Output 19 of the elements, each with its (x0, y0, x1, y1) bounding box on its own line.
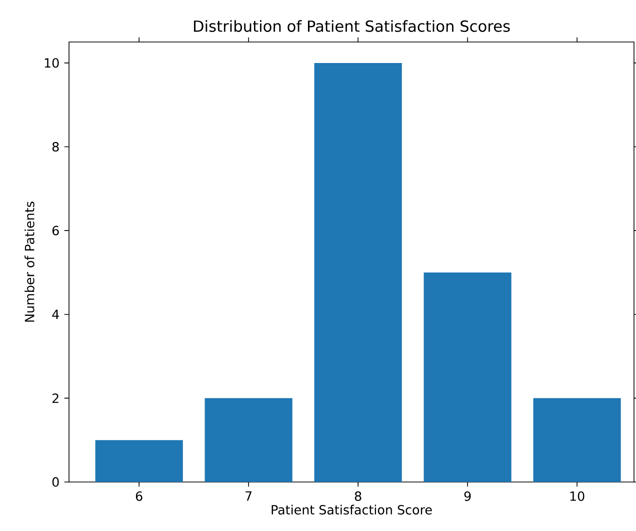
x-tick-label: 9 (464, 491, 471, 501)
bar (314, 62, 402, 482)
chart-title: Distribution of Patient Satisfaction Scores (194, 20, 510, 32)
y-tick-label: 4 (52, 310, 59, 319)
bar (424, 272, 512, 482)
x-tick-label: 6 (136, 491, 142, 501)
y-axis-title: Number of Patients (24, 202, 34, 322)
bar (204, 398, 292, 482)
x-tick-label: 8 (354, 491, 362, 501)
x-tick-label: 7 (246, 491, 252, 501)
x-axis-title: Patient Satisfaction Score (272, 504, 432, 515)
x-tick-label: 10 (570, 491, 584, 501)
y-tick-label: 8 (52, 142, 59, 152)
y-tick-label: 10 (44, 58, 59, 68)
bar (533, 398, 621, 482)
y-tick-label: 6 (52, 226, 59, 236)
y-tick-label: 2 (52, 393, 58, 403)
bar (95, 440, 183, 482)
y-tick-label: 0 (52, 477, 59, 487)
